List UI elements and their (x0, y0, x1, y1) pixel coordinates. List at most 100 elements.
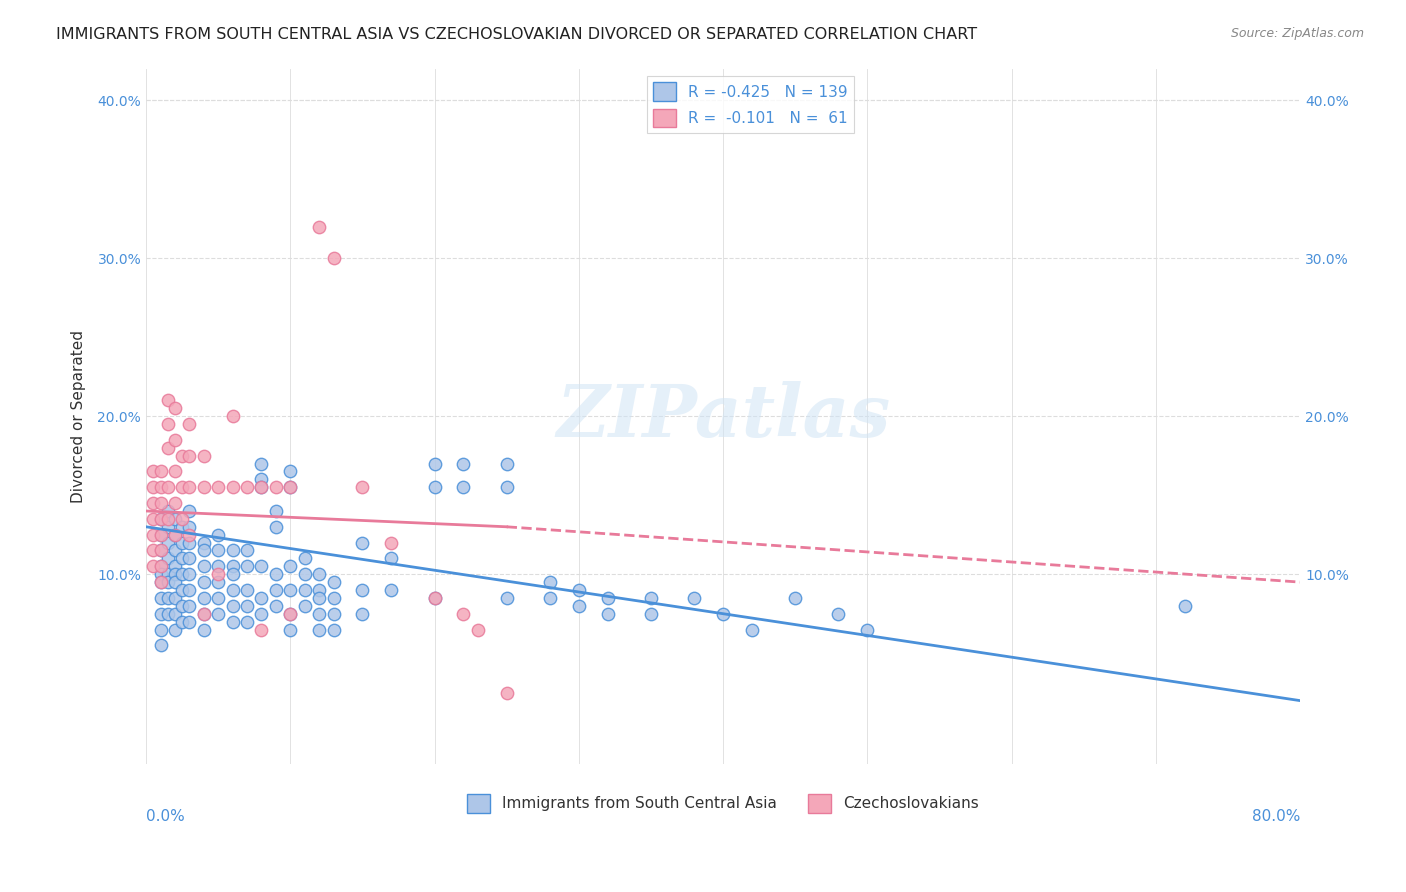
Point (322, 623, 344, 637)
Point (156, 504, 179, 518)
Point (856, 623, 879, 637)
Point (423, 480, 446, 494)
Point (193, 559, 215, 574)
Point (207, 480, 229, 494)
Point (163, 496, 186, 510)
Point (352, 480, 374, 494)
Point (156, 512, 179, 526)
Point (149, 623, 172, 637)
Point (149, 512, 172, 526)
Point (142, 559, 165, 574)
Point (193, 591, 215, 605)
Point (149, 607, 172, 621)
Point (179, 582, 201, 597)
Point (156, 393, 179, 408)
Point (156, 551, 179, 566)
Point (163, 401, 186, 416)
Point (250, 480, 273, 494)
Point (322, 591, 344, 605)
Point (278, 559, 301, 574)
Point (207, 567, 229, 582)
Point (596, 591, 619, 605)
Point (683, 591, 706, 605)
Point (278, 607, 301, 621)
Point (1174, 599, 1197, 613)
Point (149, 496, 172, 510)
Point (785, 591, 807, 605)
Point (264, 567, 287, 582)
Point (149, 527, 172, 541)
Point (179, 417, 201, 431)
Point (308, 567, 330, 582)
Point (207, 607, 229, 621)
Point (495, 457, 517, 471)
Point (236, 582, 259, 597)
Point (264, 520, 287, 534)
Point (163, 607, 186, 621)
Point (467, 623, 489, 637)
Text: ZIPatlas: ZIPatlas (555, 381, 890, 451)
Point (207, 543, 229, 558)
Point (453, 607, 475, 621)
Point (172, 520, 194, 534)
Point (308, 591, 330, 605)
Point (179, 551, 201, 566)
Point (179, 567, 201, 582)
Point (156, 591, 179, 605)
Point (179, 520, 201, 534)
Point (179, 449, 201, 463)
Point (308, 582, 330, 597)
Point (264, 480, 287, 494)
Point (294, 551, 316, 566)
Point (172, 535, 194, 549)
Point (179, 504, 201, 518)
Point (207, 527, 229, 541)
Point (250, 472, 273, 486)
Point (156, 567, 179, 582)
Point (250, 457, 273, 471)
Text: Source: ZipAtlas.com: Source: ZipAtlas.com (1230, 27, 1364, 40)
Point (193, 623, 215, 637)
Point (163, 559, 186, 574)
Point (221, 543, 243, 558)
Point (207, 559, 229, 574)
Point (193, 480, 215, 494)
Point (156, 417, 179, 431)
Point (149, 512, 172, 526)
Point (179, 527, 201, 541)
Point (221, 599, 243, 613)
Point (142, 512, 165, 526)
Point (308, 607, 330, 621)
Point (172, 599, 194, 613)
Point (149, 543, 172, 558)
Point (453, 457, 475, 471)
Point (250, 607, 273, 621)
Legend: R = -0.425   N = 139, R =  -0.101   N =  61: R = -0.425 N = 139, R = -0.101 N = 61 (647, 76, 853, 133)
Point (236, 599, 259, 613)
Point (352, 582, 374, 597)
Point (163, 543, 186, 558)
Point (163, 527, 186, 541)
Point (163, 567, 186, 582)
Point (149, 591, 172, 605)
Point (250, 559, 273, 574)
Text: 80.0%: 80.0% (1251, 809, 1301, 824)
Point (308, 623, 330, 637)
Point (495, 480, 517, 494)
Point (827, 607, 849, 621)
Point (149, 575, 172, 590)
Point (236, 615, 259, 629)
Point (294, 567, 316, 582)
Point (380, 582, 402, 597)
Point (193, 449, 215, 463)
Point (236, 480, 259, 494)
Point (221, 480, 243, 494)
Point (163, 433, 186, 447)
Point (711, 607, 734, 621)
Point (149, 543, 172, 558)
Point (172, 582, 194, 597)
Point (221, 559, 243, 574)
Point (221, 615, 243, 629)
Point (596, 607, 619, 621)
Point (172, 512, 194, 526)
